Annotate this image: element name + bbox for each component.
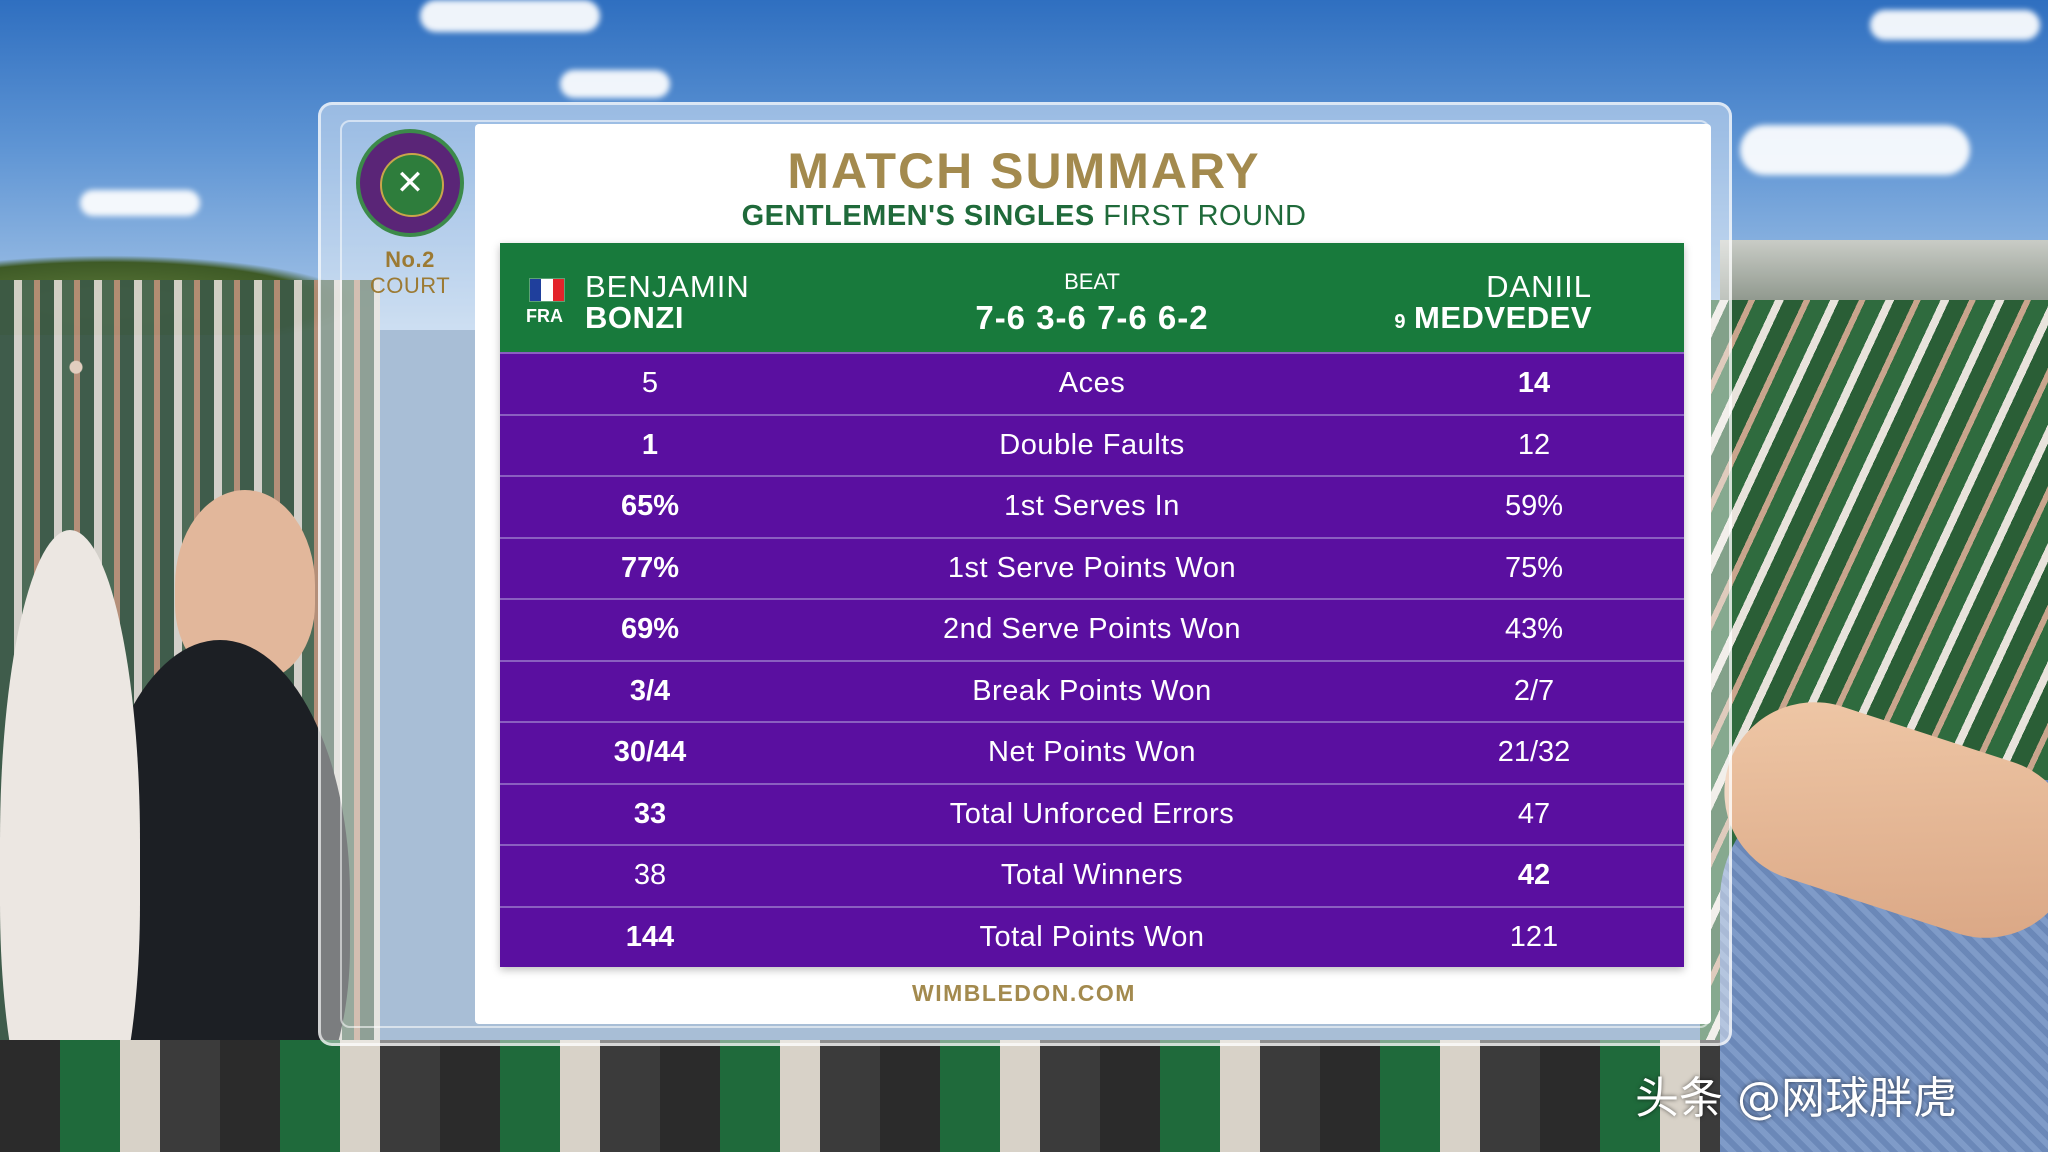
player1-stat-value: 33 bbox=[633, 797, 667, 830]
stat-label: Total Unforced Errors bbox=[949, 797, 1235, 830]
stands-bottom bbox=[0, 1040, 2048, 1152]
player2-seed: 9 bbox=[1394, 311, 1407, 333]
wimbledon-logo-icon: ✕ bbox=[356, 129, 464, 237]
player1-stat-value: 144 bbox=[625, 920, 675, 953]
player2-first-name: DANIIL bbox=[1486, 269, 1592, 304]
player1-stat-value: 77% bbox=[620, 551, 680, 584]
player1-stat-value: 69% bbox=[620, 613, 680, 646]
stat-row: 65% 1st Serves In 59% bbox=[500, 475, 1684, 537]
player1-stat-value: 30/44 bbox=[613, 736, 687, 769]
stats-table: FRA BENJAMIN BONZI BEAT 7-6 3-6 7-6 6-2 … bbox=[500, 243, 1684, 967]
stat-label: Net Points Won bbox=[988, 736, 1196, 769]
player2-name-line: 9 MEDVEDEV bbox=[1394, 300, 1592, 336]
court-badge: ✕ No.2 COURT bbox=[345, 125, 475, 315]
player1-stat-value: 5 bbox=[641, 367, 659, 400]
france-flag-icon bbox=[529, 278, 565, 302]
stat-row: 33 Total Unforced Errors 47 bbox=[500, 782, 1684, 844]
court-label: No.2 COURT bbox=[345, 247, 475, 299]
player2-stat-value: 121 bbox=[1509, 920, 1559, 953]
stat-label: Total Winners bbox=[1000, 859, 1184, 892]
player2-stat-value: 43% bbox=[1504, 613, 1564, 646]
player1-first-name: BENJAMIN bbox=[585, 269, 750, 304]
stat-label: Total Points Won bbox=[979, 920, 1205, 953]
player2-stat-value: 42 bbox=[1517, 859, 1551, 892]
player2-stat-value: 12 bbox=[1517, 428, 1551, 461]
stat-row: 69% 2nd Serve Points Won 43% bbox=[500, 598, 1684, 660]
cloud bbox=[560, 70, 670, 98]
crossed-rackets-icon: ✕ bbox=[395, 163, 425, 203]
stat-label: Break Points Won bbox=[972, 674, 1212, 707]
match-score: 7-6 3-6 7-6 6-2 bbox=[975, 299, 1209, 336]
event-name: GENTLEMEN'S SINGLES bbox=[741, 200, 1095, 232]
player2-stat-value: 21/32 bbox=[1497, 736, 1571, 769]
player1-stat-value: 1 bbox=[641, 428, 659, 461]
stat-label: Double Faults bbox=[999, 428, 1185, 461]
stat-row: 77% 1st Serve Points Won 75% bbox=[500, 536, 1684, 598]
court-word: COURT bbox=[369, 273, 451, 298]
cloud bbox=[420, 0, 600, 32]
player2-last-name: MEDVEDEV bbox=[1414, 300, 1592, 335]
player2-stat-value: 59% bbox=[1504, 490, 1564, 523]
event-subtitle: GENTLEMEN'S SINGLES FIRST ROUND bbox=[0, 200, 2048, 233]
match-header: FRA BENJAMIN BONZI BEAT 7-6 3-6 7-6 6-2 … bbox=[500, 243, 1684, 352]
player1-stat-value: 3/4 bbox=[629, 674, 671, 707]
site-url: WIMBLEDON.COM bbox=[912, 980, 1136, 1006]
stat-rows: 5 Aces 14 1 Double Faults 12 65% 1st Serves In 5… bbox=[500, 352, 1684, 967]
stat-row: 144 Total Points Won 121 bbox=[500, 905, 1684, 967]
stat-row: 3/4 Break Points Won 2/7 bbox=[500, 659, 1684, 721]
player2-stat-value: 14 bbox=[1517, 367, 1551, 400]
stat-label: 1st Serve Points Won bbox=[947, 551, 1237, 584]
player1-country: FRA bbox=[526, 306, 563, 326]
stat-label: Aces bbox=[1058, 367, 1126, 400]
stat-row: 38 Total Winners 42 bbox=[500, 844, 1684, 906]
cloud bbox=[1740, 125, 1970, 175]
player1-last-name: BONZI bbox=[585, 300, 684, 335]
stat-row: 30/44 Net Points Won 21/32 bbox=[500, 721, 1684, 783]
stat-row: 5 Aces 14 bbox=[500, 352, 1684, 414]
court-number: No.2 bbox=[385, 247, 435, 272]
player2-stat-value: 47 bbox=[1517, 797, 1551, 830]
result-word: BEAT bbox=[1064, 269, 1120, 294]
player1-stat-value: 38 bbox=[633, 859, 667, 892]
stat-row: 1 Double Faults 12 bbox=[500, 413, 1684, 475]
event-round: FIRST ROUND bbox=[1103, 200, 1307, 232]
stat-label: 2nd Serve Points Won bbox=[942, 613, 1242, 646]
stat-label: 1st Serves In bbox=[1004, 490, 1180, 523]
cloud bbox=[1870, 10, 2040, 40]
watermark: 头条 @网球胖虎 bbox=[1635, 1073, 1957, 1124]
player2-stat-value: 75% bbox=[1504, 551, 1564, 584]
player1-stat-value: 65% bbox=[620, 490, 680, 523]
page-title: MATCH SUMMARY bbox=[787, 143, 1261, 199]
player2-stat-value: 2/7 bbox=[1513, 674, 1555, 707]
cloud bbox=[80, 190, 200, 216]
